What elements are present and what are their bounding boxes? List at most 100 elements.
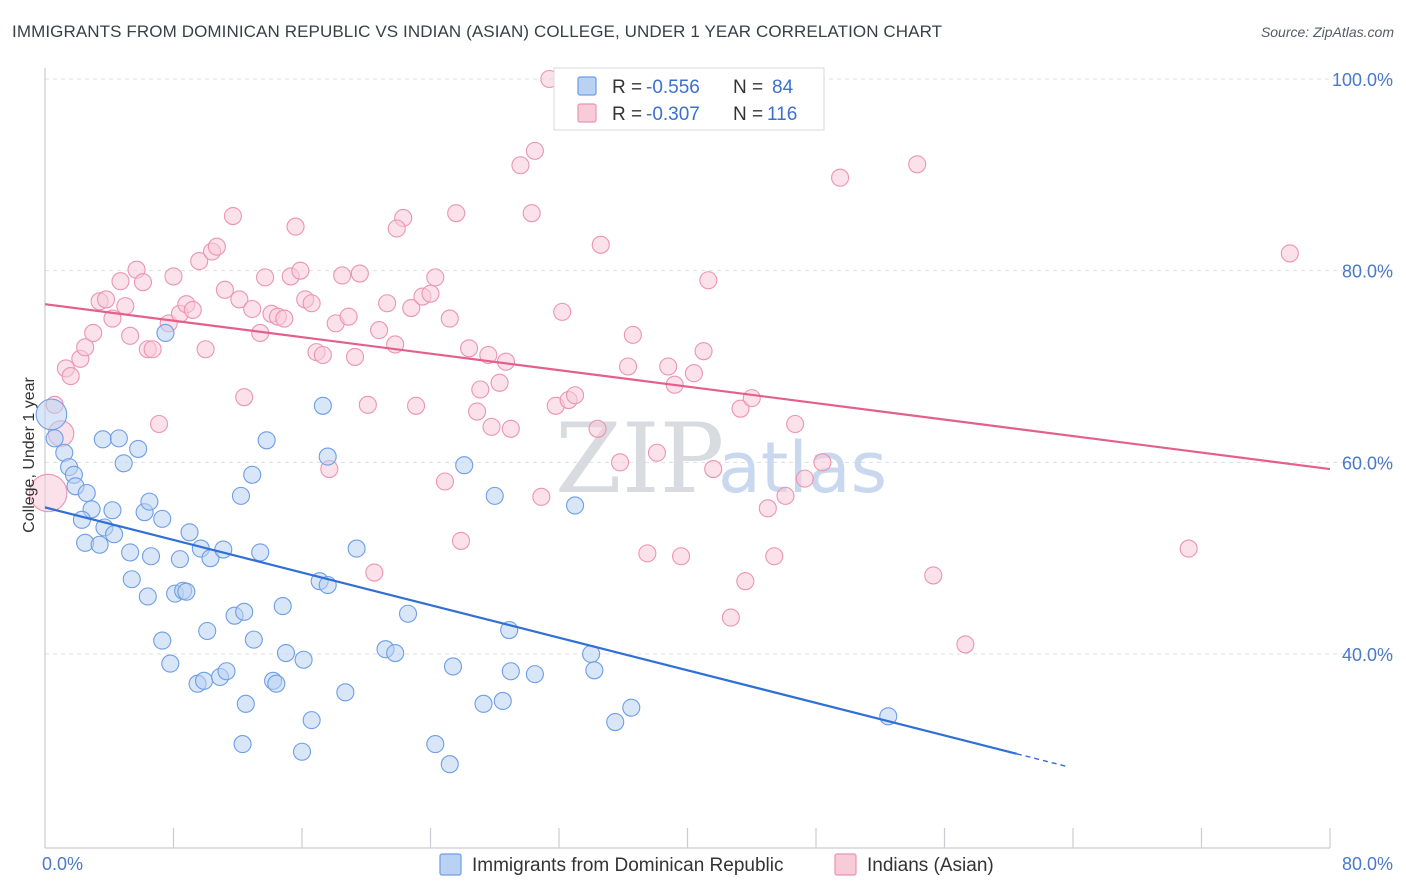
indians-asian-point	[421, 284, 440, 303]
y-axis-label: College, Under 1 year	[21, 377, 38, 533]
bottom-legend-swatch-dominican	[439, 853, 462, 876]
dominican-republic-point	[233, 735, 252, 754]
dominican-republic-point	[347, 539, 366, 558]
correlation-legend: R = -0.556 N = 84 R = -0.307 N = 116	[553, 67, 825, 131]
legend-swatch-indians	[577, 103, 597, 123]
indians-asian-point	[482, 417, 501, 436]
dominican-republic-point	[129, 439, 148, 458]
indians-asian-point	[286, 217, 305, 236]
indians-asian-point	[111, 272, 130, 291]
dominican-republic-point	[336, 683, 355, 702]
dominican-republic-point	[114, 454, 133, 473]
dominican-republic-point	[77, 483, 96, 503]
indians-asian-point	[699, 271, 718, 290]
legend-r-value-2: -0.307	[646, 104, 700, 125]
indians-asian-point	[196, 340, 215, 359]
indians-asian-point	[406, 396, 426, 415]
dominican-trend-line-extension	[1016, 753, 1069, 768]
legend-n-label-1: N =	[733, 77, 763, 98]
dominican-republic-point	[485, 486, 504, 505]
dominican-republic-point	[257, 431, 276, 450]
indians-asian-point	[339, 307, 358, 326]
dominican-republic-point	[244, 630, 263, 649]
indians-asian-point	[96, 290, 116, 309]
indians-asian-point	[215, 280, 234, 299]
dominican-republic-point	[90, 535, 109, 554]
dominican-republic-point	[153, 631, 172, 650]
indians-asian-point	[704, 459, 723, 479]
dominican-republic-point	[302, 711, 321, 730]
dominican-republic-point	[386, 643, 405, 663]
dominican-republic-point	[585, 661, 604, 680]
indians-asian-point	[345, 347, 365, 366]
dominican-republic-point	[141, 547, 161, 566]
indians-asian-point	[736, 572, 755, 591]
indians-asian-point	[647, 443, 667, 462]
dominican-republic-point	[231, 486, 251, 505]
indians-asian-point	[742, 389, 761, 408]
indians-asian-point	[758, 499, 777, 518]
indians-asian-point	[924, 566, 943, 585]
legend-r-label-2: R =	[612, 104, 642, 125]
dominican-republic-point	[138, 587, 157, 606]
indians-asian-point	[291, 261, 310, 280]
indians-asian-point	[256, 268, 275, 287]
indians-asian-point	[813, 453, 832, 472]
indians-asian-point	[731, 399, 750, 418]
dominican-republic-point	[292, 742, 312, 761]
dominican-republic-point	[105, 525, 124, 544]
dominican-republic-point	[440, 755, 459, 774]
dominican-republic-point	[217, 662, 236, 681]
legend-swatch-dominican	[577, 76, 597, 96]
dominican-republic-point	[236, 694, 255, 713]
bottom-legend-swatch-indians	[834, 853, 857, 876]
y-axis-tick-labels: 40.0% 60.0% 80.0% 100.0%	[1332, 70, 1393, 665]
indians-asian-point	[659, 357, 678, 376]
indians-asian-point	[684, 364, 703, 383]
indians-asian-point	[133, 273, 153, 292]
dominican-republic-point	[398, 604, 418, 623]
dominican-republic-point	[122, 570, 141, 589]
chart-title: IMMIGRANTS FROM DOMINICAN REPUBLIC VS IN…	[12, 22, 943, 41]
indians-asian-point	[672, 547, 691, 566]
dominican-republic-point	[455, 456, 474, 475]
indians-asian-points	[28, 69, 1299, 654]
indians-asian-point	[190, 252, 209, 271]
indians-asian-point	[207, 237, 226, 256]
indians-asian-point	[378, 294, 397, 313]
dominican-republic-point	[276, 643, 295, 663]
indians-asian-point	[776, 486, 795, 505]
legend-r-value-1: -0.556	[646, 77, 700, 98]
indians-asian-point	[235, 388, 254, 407]
indians-asian-point	[121, 326, 140, 345]
y-tick-label-80: 80.0%	[1342, 262, 1393, 282]
indians-trend-line	[44, 303, 1331, 471]
dominican-republic-point	[177, 582, 196, 601]
y-tick-label-100: 100.0%	[1332, 70, 1393, 90]
indians-asian-point	[795, 469, 814, 488]
indians-asian-point	[358, 395, 377, 414]
watermark-zip: ZIP	[555, 403, 724, 515]
dominican-republic-point	[294, 650, 313, 669]
indians-asian-point	[402, 298, 421, 318]
dominican-republic-point	[474, 694, 493, 713]
indians-asian-point	[84, 323, 103, 343]
indians-asian-point	[143, 340, 162, 359]
indians-asian-point	[588, 419, 607, 438]
indians-asian-point	[230, 290, 249, 309]
indians-asian-point	[471, 380, 490, 399]
x-axis-ticks	[172, 828, 1331, 848]
indians-asian-point	[28, 473, 68, 513]
dominican-republic-point	[251, 543, 270, 562]
dominican-republic-point	[622, 698, 641, 717]
dominican-republic-point	[566, 496, 585, 515]
x-tick-label-min: 0.0%	[42, 854, 83, 874]
dominican-republic-point	[243, 465, 262, 484]
legend-n-value-1: 84	[772, 77, 794, 98]
indians-asian-point	[302, 294, 321, 313]
indians-asian-point	[350, 264, 369, 283]
indians-asian-point	[333, 266, 352, 285]
legend-box	[553, 67, 825, 131]
indians-asian-point	[501, 419, 520, 438]
trend-lines	[44, 303, 1331, 768]
